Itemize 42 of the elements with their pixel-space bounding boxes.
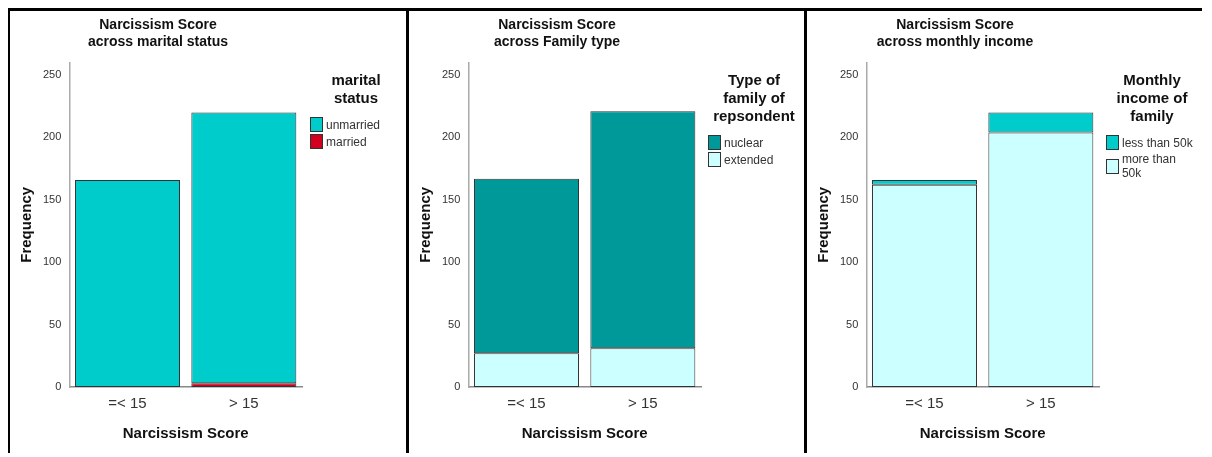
chart-title: Narcissism Score across marital status [87, 16, 229, 50]
y-tick-label: 150 [441, 192, 461, 205]
x-axis-title: Narcissism Score [521, 424, 648, 442]
text: nuclear [724, 135, 764, 150]
y-tick-label: 250 [42, 68, 62, 81]
x-tick-label: =< 15 [905, 394, 944, 412]
y-axis-title: Frequency [416, 186, 434, 263]
chart-title: Narcissism Score across monthly income [876, 16, 1034, 50]
x-tick-label: > 15 [628, 394, 658, 412]
y-tick-label: 0 [454, 380, 461, 393]
y-tick-label: 200 [42, 130, 62, 143]
x-axis-title: Narcissism Score [919, 424, 1046, 442]
legend-label: married [326, 134, 367, 149]
text: more than 50k [1121, 152, 1177, 180]
y-tick-label: 150 [42, 192, 62, 205]
x-tick-label: =< 15 [507, 394, 546, 412]
y-tick-label: 150 [839, 192, 859, 205]
chart-title: Narcissism Score across Family type [493, 16, 621, 50]
x-tick-label: =< 15 [108, 394, 147, 412]
legend-label: extended [724, 152, 774, 167]
y-axis-title: Frequency [17, 186, 35, 263]
legend-title: Type of family of repsondent [712, 71, 796, 125]
y-tick-label: 50 [448, 317, 461, 330]
legend-label: less than 50k [1122, 135, 1193, 150]
y-axis-title: Frequency [814, 186, 832, 263]
y-tick-label: 100 [441, 255, 461, 268]
legend-title: marital status [330, 71, 382, 107]
y-tick-label: 0 [852, 380, 859, 393]
legend-title: Monthly income of family [1115, 71, 1189, 125]
x-tick-label: > 15 [1026, 394, 1056, 412]
y-tick-label: 100 [839, 255, 859, 268]
y-tick-label: 250 [441, 68, 461, 81]
y-tick-label: 200 [441, 130, 461, 143]
y-tick-label: 50 [49, 317, 62, 330]
y-tick-label: 200 [839, 130, 859, 143]
y-tick-label: 100 [42, 255, 62, 268]
x-axis-title: Narcissism Score [122, 424, 249, 442]
y-tick-label: 0 [55, 380, 62, 393]
x-tick-label: > 15 [229, 394, 259, 412]
y-tick-label: 250 [839, 68, 859, 81]
text: unmarried [326, 117, 381, 132]
y-tick-label: 50 [846, 317, 859, 330]
